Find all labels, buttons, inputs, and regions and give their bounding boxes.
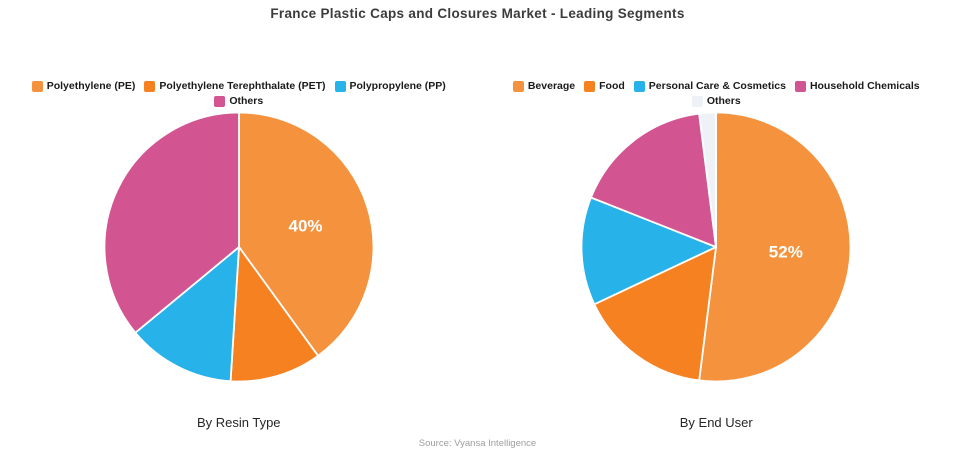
- legend-item-personal-care-cosmetics[interactable]: Personal Care & Cosmetics: [633, 79, 786, 93]
- legend-label: Polyethylene Terephthalate (PET): [159, 80, 326, 92]
- legend-swatch-icon: [144, 80, 156, 92]
- legend-item-others[interactable]: Others: [691, 94, 741, 108]
- legend-item-polyethylene-terephthalate-pet[interactable]: Polyethylene Terephthalate (PET): [144, 79, 326, 93]
- pie-by-resin-type: 40%: [103, 111, 375, 383]
- caption-by-resin-type: By Resin Type: [196, 415, 281, 430]
- legend-swatch-icon: [794, 80, 806, 92]
- legend-swatch-icon: [584, 80, 596, 92]
- pie-slice-food[interactable]: [593, 246, 718, 382]
- pie-slice-polyethylene-terephthalate-pet[interactable]: [229, 246, 319, 383]
- legend-label: Polyethylene (PE): [46, 80, 136, 92]
- pie-by-end-user: 52%: [580, 111, 852, 383]
- legend-swatch-icon: [31, 80, 43, 92]
- legend-row: Beverage Food Personal Care & Cosmetics Hou…: [512, 79, 920, 93]
- legend-swatch-icon: [691, 95, 703, 107]
- legend-swatch-icon: [214, 95, 226, 107]
- legend-swatch-icon: [633, 80, 645, 92]
- legend-resin-type: Polyethylene (PE) Polyethylene Terephthal…: [31, 79, 446, 109]
- legend-item-food[interactable]: Food: [584, 79, 625, 93]
- page-title: France Plastic Caps and Closures Market …: [270, 6, 685, 21]
- pie-slice-household-chemicals[interactable]: [590, 112, 718, 248]
- chart-by-resin-type: Polyethylene (PE) Polyethylene Terephthal…: [0, 79, 478, 430]
- pie-slice-polyethylene-pe[interactable]: [237, 111, 375, 357]
- legend-label: Others: [229, 95, 264, 107]
- legend-row: Polyethylene (PE) Polyethylene Terephthal…: [31, 79, 446, 93]
- legend-end-user: Beverage Food Personal Care & Cosmetics Hou…: [512, 79, 920, 109]
- pie-slice-others[interactable]: [698, 111, 718, 248]
- legend-label: Polypropylene (PP): [349, 80, 446, 92]
- legend-item-household-chemicals[interactable]: Household Chemicals: [794, 79, 920, 93]
- chart-by-end-user: Beverage Food Personal Care & Cosmetics Hou…: [478, 79, 955, 430]
- legend-label: Household Chemicals: [809, 80, 920, 92]
- pie-slice-percentage-label: 40%: [288, 216, 322, 235]
- pie-slice-beverage[interactable]: [698, 111, 852, 383]
- legend-label: Personal Care & Cosmetics: [648, 80, 786, 92]
- legend-item-polypropylene-pp[interactable]: Polypropylene (PP): [334, 79, 446, 93]
- legend-swatch-icon: [512, 80, 524, 92]
- legend-item-others[interactable]: Others: [214, 94, 263, 108]
- legend-item-polyethylene-pe[interactable]: Polyethylene (PE): [31, 79, 136, 93]
- legend-swatch-icon: [334, 80, 346, 92]
- source-text: Source: Vyansa Intelligence: [418, 438, 537, 449]
- legend-row: Others: [513, 94, 920, 108]
- legend-row: Others: [32, 94, 446, 108]
- legend-label: Others: [706, 95, 741, 107]
- pie-slice-polypropylene-pp[interactable]: [134, 246, 240, 383]
- pie-slice-others[interactable]: [103, 111, 240, 334]
- chart-canvas: France Plastic Caps and Closures Market …: [0, 6, 955, 449]
- caption-by-end-user: By End User: [679, 415, 753, 430]
- charts-row: Polyethylene (PE) Polyethylene Terephthal…: [0, 79, 955, 430]
- legend-label: Food: [599, 80, 625, 92]
- pie-slice-personal-care-cosmetics[interactable]: [580, 196, 718, 306]
- legend-item-beverage[interactable]: Beverage: [512, 79, 576, 93]
- pie-slice-percentage-label: 52%: [769, 242, 803, 261]
- legend-label: Beverage: [527, 80, 576, 92]
